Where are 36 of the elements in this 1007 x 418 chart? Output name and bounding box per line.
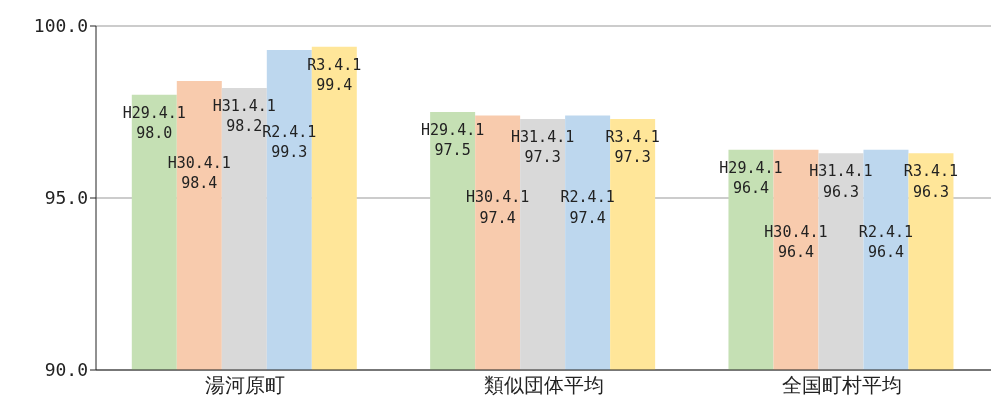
- text: R3.4.1: [307, 55, 362, 74]
- series-label: H30.4.1: [167, 154, 231, 173]
- x-tick-label: 全国町村平均: [781, 373, 902, 398]
- data-label: 97.4: [479, 208, 516, 227]
- data-label: 96.4: [867, 243, 905, 262]
- text: H30.4.1: [764, 222, 828, 241]
- data-label: 97.3: [524, 148, 561, 167]
- text: H31.4.1: [511, 127, 575, 146]
- data-label: 97.3: [614, 148, 651, 167]
- x-tick-label: 湯河原町: [205, 373, 286, 398]
- text: H29.4.1: [421, 121, 485, 139]
- data-label: 96.3: [912, 182, 950, 201]
- data-label: 96.3: [822, 182, 860, 201]
- series-label: R3.4.1: [903, 162, 959, 181]
- x-tick-label: 類似団体平均: [483, 373, 604, 398]
- y-tick-label: 90.0: [44, 359, 88, 381]
- data-label: 99.3: [271, 143, 308, 162]
- series-label: H31.4.1: [212, 96, 276, 115]
- text: R2.4.1: [262, 123, 317, 142]
- data-label: 96.4: [732, 179, 770, 198]
- y-tick-label: 95.0: [44, 187, 88, 209]
- text: R3.4.1: [605, 127, 660, 146]
- text: H29.4.1: [719, 158, 783, 177]
- data-label: 96.4: [777, 243, 815, 262]
- data-label: 97.5: [434, 141, 471, 160]
- series-label: R2.4.1: [858, 222, 914, 241]
- data-label: 98.4: [181, 174, 218, 193]
- series-label: H29.4.1: [122, 103, 186, 122]
- text: R2.4.1: [560, 188, 615, 207]
- y-tick-label: 100.0: [33, 15, 88, 37]
- text: H31.4.1: [809, 162, 873, 181]
- data-label: 97.4: [569, 208, 606, 227]
- data-label: 99.4: [316, 75, 353, 94]
- data-label: 98.2: [226, 117, 263, 136]
- text: H30.4.1: [466, 188, 530, 207]
- data-label: 98.0: [136, 124, 173, 143]
